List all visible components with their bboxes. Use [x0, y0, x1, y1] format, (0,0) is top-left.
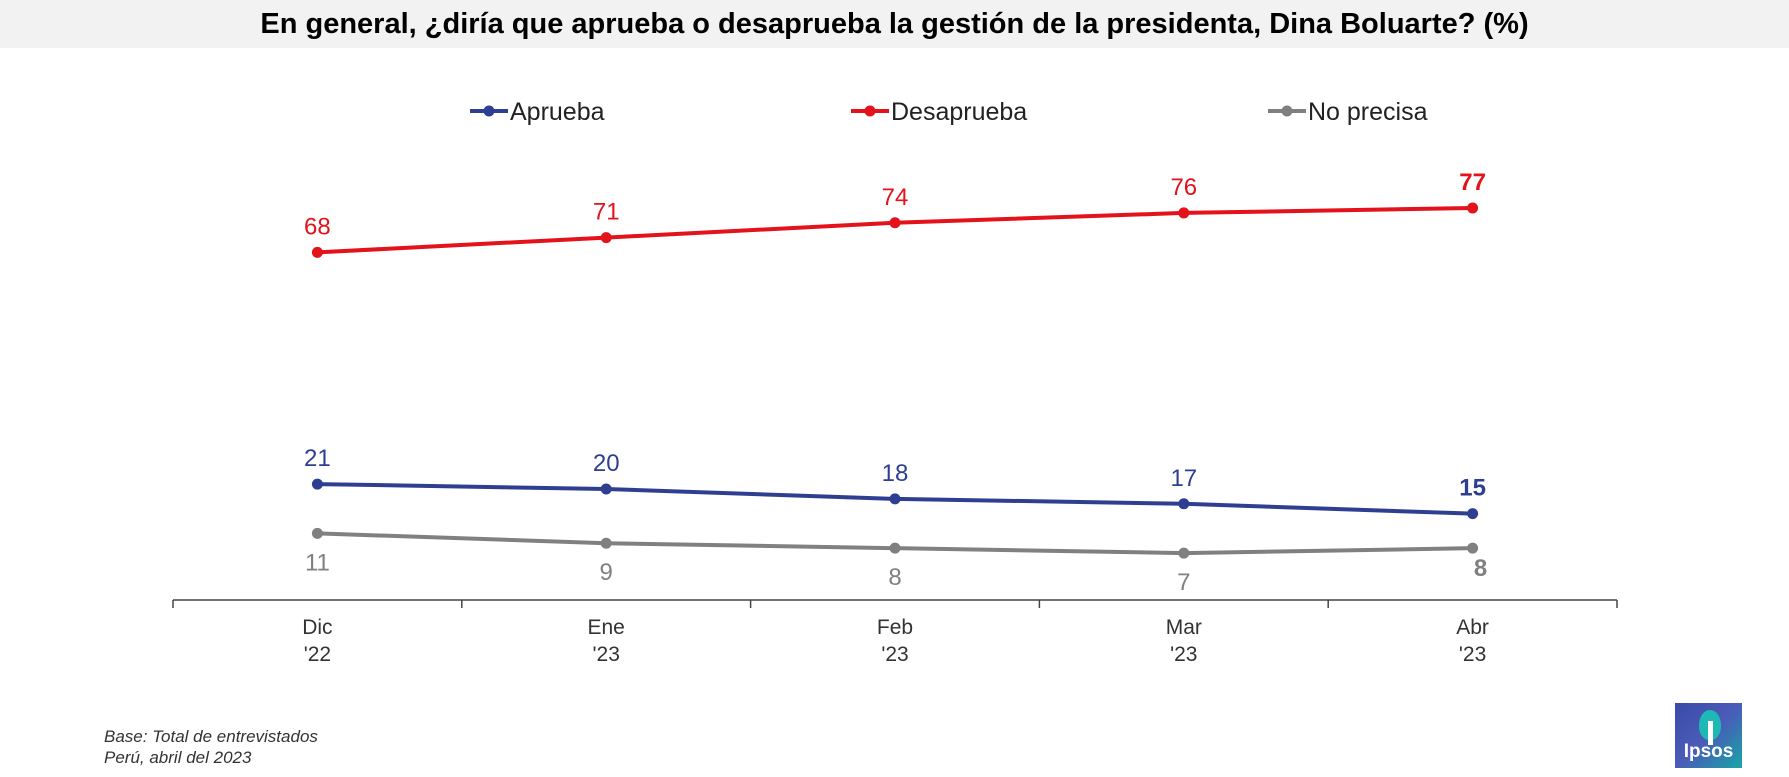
ipsos-logo: Ipsos — [1675, 703, 1742, 768]
legend-label: Desaprueba — [891, 98, 1027, 126]
data-label: 20 — [593, 450, 620, 477]
data-label: 71 — [593, 199, 620, 226]
logo-text: Ipsos — [1683, 741, 1734, 762]
logo-stem-shape — [1708, 721, 1713, 745]
data-point — [311, 527, 323, 539]
legend-item: Aprueba — [470, 98, 605, 126]
data-point — [600, 483, 612, 495]
data-point — [889, 542, 901, 554]
data-label: 8 — [1474, 555, 1487, 582]
data-point — [889, 493, 901, 505]
footer-base: Base: Total de entrevistados — [104, 727, 318, 746]
legend-swatch-marker — [483, 105, 495, 117]
x-tick-label: '23 — [1170, 643, 1197, 666]
data-label: 7 — [1177, 569, 1190, 596]
title-bar: En general, ¿diría que aprueba o desapru… — [0, 0, 1789, 48]
data-label: 74 — [882, 184, 909, 211]
data-point — [1467, 202, 1479, 214]
data-label: 8 — [888, 564, 901, 591]
x-tick-label: '23 — [593, 643, 620, 666]
data-label: 11 — [305, 549, 330, 576]
legend-swatch-marker — [1281, 105, 1293, 117]
legend-item: Desaprueba — [851, 98, 1027, 126]
data-label: 18 — [882, 460, 909, 487]
data-label: 21 — [304, 445, 331, 472]
x-tick-label: Dic — [302, 616, 332, 639]
x-tick-label: '23 — [881, 643, 908, 666]
x-tick-label: '22 — [304, 643, 331, 666]
data-point — [600, 537, 612, 549]
x-tick-label: Feb — [877, 616, 913, 639]
data-point — [1178, 207, 1190, 219]
data-point — [1178, 498, 1190, 510]
data-point — [600, 232, 612, 244]
legend-swatch-marker — [864, 105, 876, 117]
legend-item: No precisa — [1268, 98, 1428, 126]
data-label: 9 — [600, 559, 613, 586]
legend-label: No precisa — [1308, 98, 1428, 126]
legend-label: Aprueba — [510, 98, 605, 126]
legend: Aprueba Desaprueba No precisa — [470, 98, 1428, 126]
series-lines — [311, 202, 1479, 559]
x-tick-label: Abr — [1456, 616, 1489, 639]
series-line — [317, 206, 1473, 255]
x-axis: Dic '22 Ene '23 Feb '23 Mar '23 Abr '23 — [172, 599, 1618, 666]
data-point — [311, 478, 323, 490]
data-label: 17 — [1170, 465, 1197, 492]
x-tick-label: Ene — [588, 616, 625, 639]
data-label: 15 — [1459, 475, 1486, 502]
footer-note: Base: Total de entrevistados Perú, abril… — [104, 726, 318, 768]
data-labels: 21 20 18 17 15 68 71 74 76 77 11 9 8 7 8 — [304, 169, 1487, 596]
data-label: 68 — [304, 213, 331, 240]
chart-title: En general, ¿diría que aprueba o desapru… — [260, 7, 1529, 40]
x-tick-label: Mar — [1166, 616, 1202, 639]
x-tick-label: '23 — [1459, 643, 1486, 666]
footer-place-date: Perú, abril del 2023 — [104, 748, 252, 767]
data-point — [1178, 547, 1190, 559]
data-label: 77 — [1459, 169, 1486, 196]
data-point — [1467, 542, 1479, 554]
data-point — [311, 246, 323, 258]
data-point — [1467, 508, 1479, 520]
data-point — [889, 217, 901, 229]
data-label: 76 — [1170, 174, 1197, 201]
